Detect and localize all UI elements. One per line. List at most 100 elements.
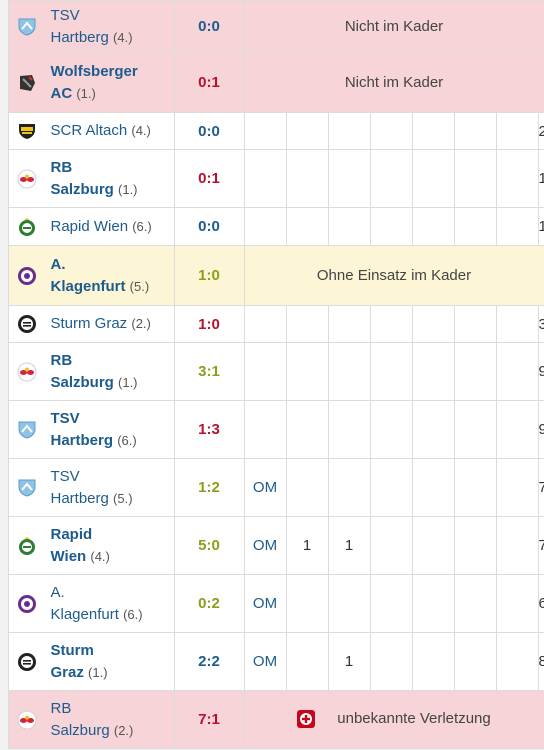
squad-status-note: Nicht im Kader [243,0,544,53]
sturm-crest-icon [17,652,37,672]
sturm-crest-icon [17,314,37,334]
stat-cell [411,516,455,575]
match-score[interactable]: 7:1 [173,690,245,749]
match-row: RB Salzburg (2.) 7:1 unbekannte Verletzung [0,690,544,749]
stat-cell [369,632,413,691]
minutes-played: 71' [537,516,544,575]
club-cell: Sturm Graz (2.) [7,305,175,343]
assists-cell [327,207,371,246]
minutes-played: 83' [537,632,544,691]
goals-cell [285,458,329,517]
salzburg-crest-icon [17,710,37,730]
stat-cell [369,516,413,575]
rapid-crest-icon [17,536,37,556]
position-cell [243,149,287,208]
match-score[interactable]: 5:0 [173,516,245,575]
stat-cell [453,400,497,459]
minutes-played: 1' [537,207,544,246]
stat-cell [453,305,497,343]
row-edge-left [0,690,8,749]
match-score[interactable]: 0:2 [173,574,245,633]
goals-cell [285,207,329,246]
stat-cell [369,574,413,633]
club-cell: RB Salzburg (1.) [7,149,175,208]
match-score[interactable]: 1:0 [173,305,245,343]
club-name-link[interactable]: Rapid Wien (4.) [50,525,110,565]
club-name-link[interactable]: RB Salzburg (1.) [50,351,138,391]
stat-cell [411,574,455,633]
club-cell: Wolfsberger AC (1.) [7,52,175,113]
goals-cell [285,632,329,691]
club-name-link[interactable]: A. Klagenfurt (5.) [50,255,150,295]
match-row: SCR Altach (4.) 0:0 2' [0,112,544,150]
club-name-link[interactable]: Sturm Graz (1.) [50,641,108,681]
stat-cell [495,207,539,246]
assists-cell [327,112,371,150]
club-name-link[interactable]: SCR Altach (4.) [50,122,151,139]
club-name-link[interactable]: Sturm Graz (2.) [50,315,151,332]
club-name-link[interactable]: TSV Hartberg (5.) [50,467,133,507]
altach-crest-icon [17,121,37,141]
club-name-link[interactable]: A. Klagenfurt (6.) [50,583,143,623]
row-edge-left [0,305,8,343]
match-score[interactable]: 0:1 [173,52,245,113]
match-score[interactable]: 3:1 [173,342,245,401]
assists-cell [327,400,371,459]
salzburg-crest-icon [17,169,37,189]
row-edge-left [0,245,8,306]
position-cell [243,112,287,150]
club-name-link[interactable]: TSV Hartberg (6.) [50,409,137,449]
club-cell: TSV Hartberg (5.) [7,458,175,517]
club-name-link[interactable]: Rapid Wien (6.) [50,217,152,235]
club-rank: (1.) [76,85,96,101]
match-score[interactable]: 1:3 [173,400,245,459]
squad-status-note: Nicht im Kader [243,52,544,113]
position-cell: OM [243,516,287,575]
stat-cell [411,112,455,150]
match-score[interactable]: 0:0 [173,0,245,53]
stat-cell [453,574,497,633]
position-cell [243,400,287,459]
position-cell [243,207,287,246]
stat-cell [369,458,413,517]
stat-cell [453,342,497,401]
salzburg-crest-icon [17,362,37,382]
match-score[interactable]: 0:0 [173,207,245,246]
stat-cell [495,112,539,150]
match-score[interactable]: 2:2 [173,632,245,691]
club-rank: (4.) [113,29,133,45]
club-name-link[interactable]: TSV Hartberg (4.) [50,6,133,46]
club-rank: (1.) [118,181,138,197]
stat-cell [495,574,539,633]
assists-cell [327,305,371,343]
club-cell: Rapid Wien (6.) [7,207,175,246]
match-score[interactable]: 1:2 [173,458,245,517]
row-edge-left [0,632,8,691]
stat-cell [453,112,497,150]
club-cell: A. Klagenfurt (5.) [7,245,175,306]
club-rank: (6.) [132,218,152,234]
club-cell: Rapid Wien (4.) [7,516,175,575]
minutes-played: 2' [537,112,544,150]
club-name-link[interactable]: RB Salzburg (1.) [50,158,138,198]
club-name-link[interactable]: RB Salzburg (2.) [50,699,134,739]
club-cell: SCR Altach (4.) [7,112,175,150]
club-name-link[interactable]: Wolfsberger AC (1.) [50,62,138,102]
match-score[interactable]: 0:1 [173,149,245,208]
hartberg-crest-icon [17,478,37,498]
match-score[interactable]: 1:0 [173,245,245,306]
stat-cell [453,632,497,691]
match-score[interactable]: 0:0 [173,112,245,150]
stat-cell [495,400,539,459]
row-edge-left [0,52,8,113]
club-rank: (2.) [131,316,151,331]
stat-cell [411,632,455,691]
position-cell [243,305,287,343]
minutes-played: 73' [537,458,544,517]
row-edge-left [0,0,8,53]
